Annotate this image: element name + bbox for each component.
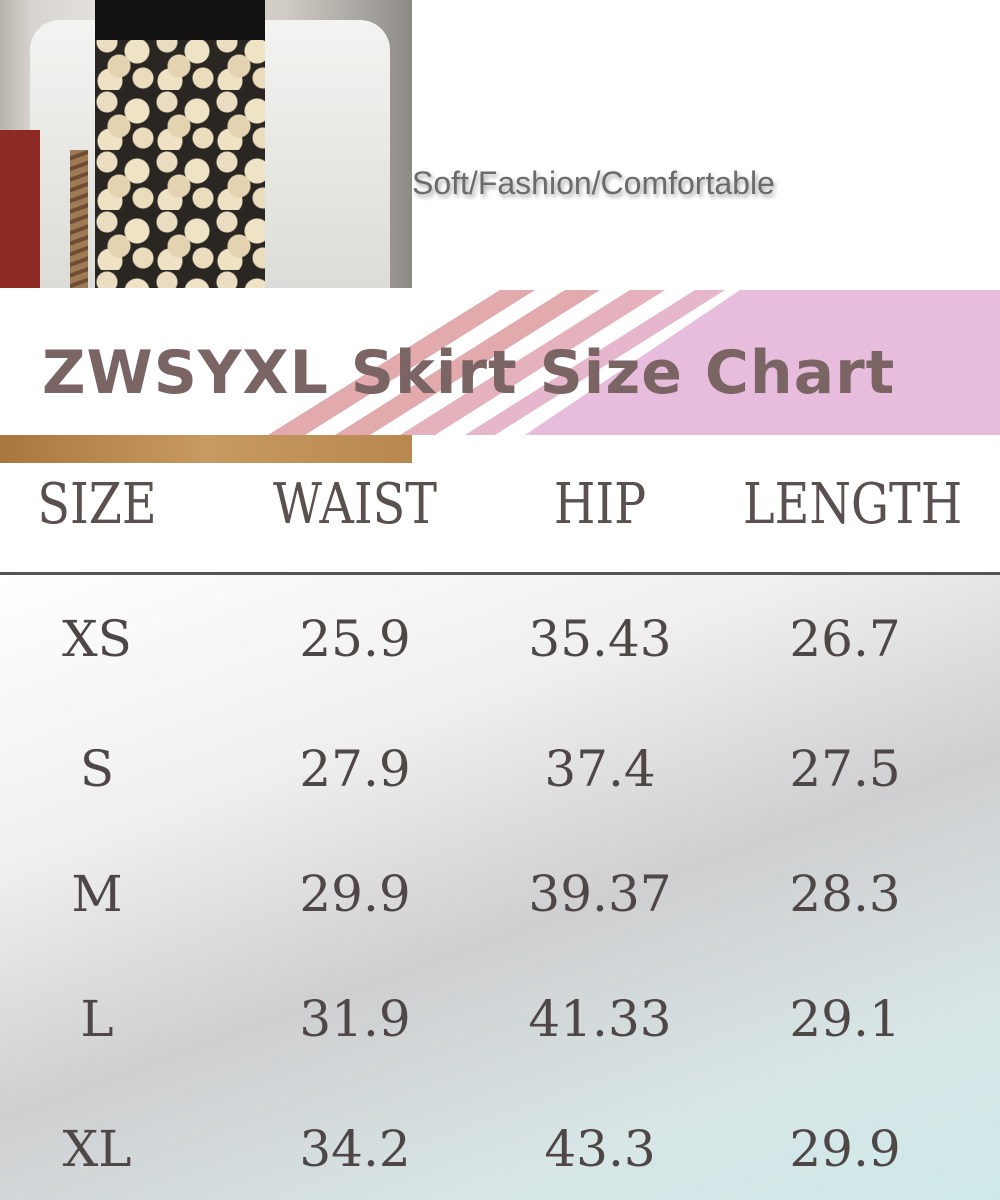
cell-size: M [71,865,123,923]
cell-length: 28.3 [789,865,901,923]
cell-length: 29.1 [789,990,901,1048]
cell-length: 29.9 [789,1120,901,1178]
cell-waist: 34.2 [299,1120,411,1178]
tagline: Soft/Fashion/Comfortable [412,165,775,201]
cell-length: 27.5 [789,740,901,798]
cell-waist: 31.9 [299,990,411,1048]
size-table-body [0,575,1000,1200]
cell-hip: 37.4 [544,740,656,798]
cell-hip: 39.37 [528,865,672,923]
stripe [335,290,600,435]
stripe [268,290,535,435]
cell-waist: 29.9 [299,865,411,923]
chart-title: ZWSYXL Skirt Size Chart [42,338,896,408]
header-hip: HIP [553,472,647,537]
cell-size: XL [62,1120,132,1178]
stripe [465,290,725,435]
cell-hip: 41.33 [528,990,672,1048]
product-photo-strip [0,435,412,463]
cell-waist: 25.9 [299,610,411,668]
title-banner [0,290,1000,435]
stripe [400,290,665,435]
cell-size: XS [62,610,132,668]
header-divider [0,572,1000,575]
cell-hip: 43.3 [544,1120,656,1178]
banner-pink-block [525,290,1000,435]
cell-hip: 35.43 [528,610,672,668]
product-photo [0,0,412,288]
header-length: LENGTH [743,472,963,537]
cell-size: L [80,990,114,1048]
cell-length: 26.7 [789,610,901,668]
header-waist: WAIST [272,472,438,537]
cell-waist: 27.9 [299,740,411,798]
cell-size: S [79,740,115,798]
header-size: SIZE [37,472,157,537]
